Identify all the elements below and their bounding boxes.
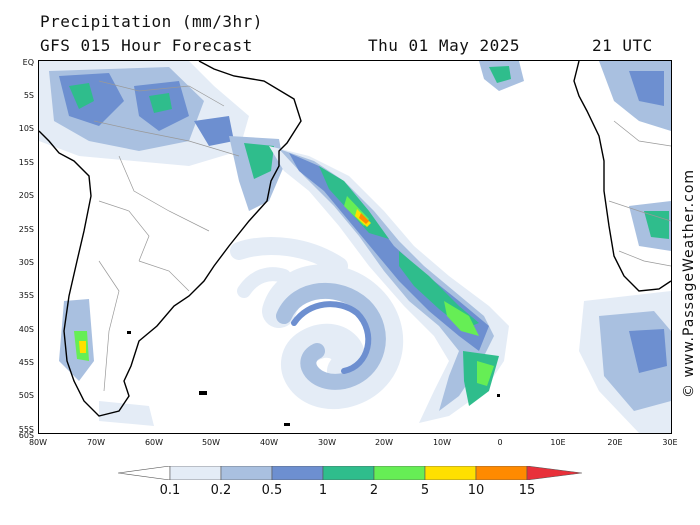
lon-label: 50W [201,438,221,447]
lat-label: 25S [18,225,34,234]
precip-amazon [39,61,524,166]
lat-label: 40S [18,325,34,334]
scale-tick-label: 0.2 [210,483,232,498]
lat-label: 55S [18,425,34,434]
scale-cell [424,466,477,480]
lat-label: EQ [22,58,34,67]
lon-label: 80W [28,438,48,447]
scale-tick-label: 1 [318,483,328,498]
precip-color-scale [118,466,582,480]
lon-label: 60W [144,438,164,447]
scale-tick-label: 15 [518,483,536,498]
lon-label: 10E [550,438,566,447]
map-canvas [39,61,671,433]
precipitation-map [38,60,672,434]
islands [127,331,500,426]
lon-label: 30W [317,438,337,447]
lat-label: 60S [18,431,34,440]
lon-label: 40W [259,438,279,447]
lon-label: 10W [432,438,452,447]
south-america-coastline [39,61,302,417]
scale-cell [526,466,582,480]
precip-brazil-coast [229,136,284,211]
lon-label: 30E [662,438,678,447]
chart-title: Precipitation (mm/3hr) [40,12,263,31]
lon-label: 70W [86,438,106,447]
credit-text: © www.PassageWeather.com [681,168,697,398]
lon-label: 20E [607,438,623,447]
lat-label: 5S [23,91,34,100]
precip-cold-front [269,146,509,423]
precip-east [579,61,671,433]
scale-tick-label: 10 [467,483,485,498]
lon-label: 0 [497,438,503,447]
forecast-subtitle: GFS 015 Hour Forecast [40,36,253,55]
lat-label: 20S [18,191,34,200]
africa-coastline [573,61,671,292]
credit-watermark: © www.PassageWeather.com [676,150,700,400]
scale-cell [271,466,324,480]
lat-label: 30S [18,258,34,267]
scale-cell [220,466,273,480]
scale-tick-label: 2 [369,483,379,498]
scale-cell [475,466,528,480]
forecast-date: Thu 01 May 2025 [368,36,520,55]
precip-patagonia [59,299,154,426]
scale-cell [322,466,375,480]
lat-label: 50S [18,391,34,400]
scale-cell [373,466,426,480]
country-borders [93,80,671,392]
precip-cyclone [230,237,404,410]
scale-tick-label: 0.1 [159,483,181,498]
scale-tick-label: 5 [420,483,430,498]
scale-cell [118,466,171,480]
lon-label: 20W [374,438,394,447]
scale-tick-label: 0.5 [261,483,283,498]
lat-label: 10S [18,124,34,133]
lat-label: 15S [18,158,34,167]
lat-label: 35S [18,291,34,300]
lat-label: 45S [18,358,34,367]
forecast-time: 21 UTC [592,36,653,55]
scale-cell [169,466,222,480]
